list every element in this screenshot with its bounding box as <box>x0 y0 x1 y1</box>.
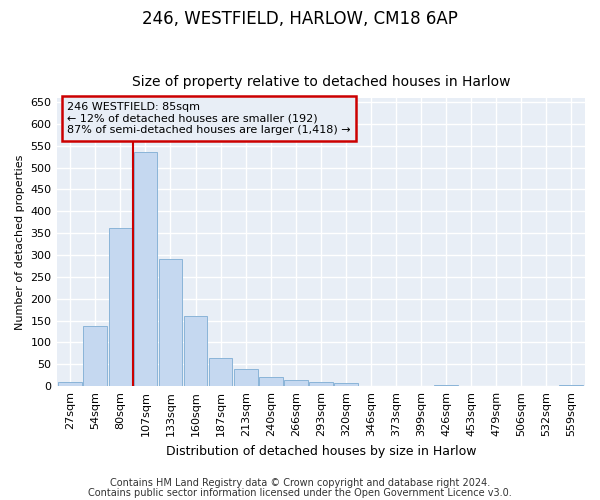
Bar <box>309 382 332 386</box>
Title: Size of property relative to detached houses in Harlow: Size of property relative to detached ho… <box>131 76 510 90</box>
Text: 246, WESTFIELD, HARLOW, CM18 6AP: 246, WESTFIELD, HARLOW, CM18 6AP <box>142 10 458 28</box>
Bar <box>158 258 182 386</box>
Bar <box>83 326 107 386</box>
Bar <box>184 316 208 386</box>
Bar <box>109 228 133 386</box>
Bar <box>58 382 82 386</box>
Bar <box>334 383 358 386</box>
Bar <box>234 368 257 386</box>
Text: 246 WESTFIELD: 85sqm
← 12% of detached houses are smaller (192)
87% of semi-deta: 246 WESTFIELD: 85sqm ← 12% of detached h… <box>67 102 351 135</box>
Text: Contains HM Land Registry data © Crown copyright and database right 2024.: Contains HM Land Registry data © Crown c… <box>110 478 490 488</box>
Bar <box>134 152 157 386</box>
X-axis label: Distribution of detached houses by size in Harlow: Distribution of detached houses by size … <box>166 444 476 458</box>
Bar <box>209 358 232 386</box>
Bar <box>284 380 308 386</box>
Text: Contains public sector information licensed under the Open Government Licence v3: Contains public sector information licen… <box>88 488 512 498</box>
Y-axis label: Number of detached properties: Number of detached properties <box>15 154 25 330</box>
Bar <box>259 376 283 386</box>
